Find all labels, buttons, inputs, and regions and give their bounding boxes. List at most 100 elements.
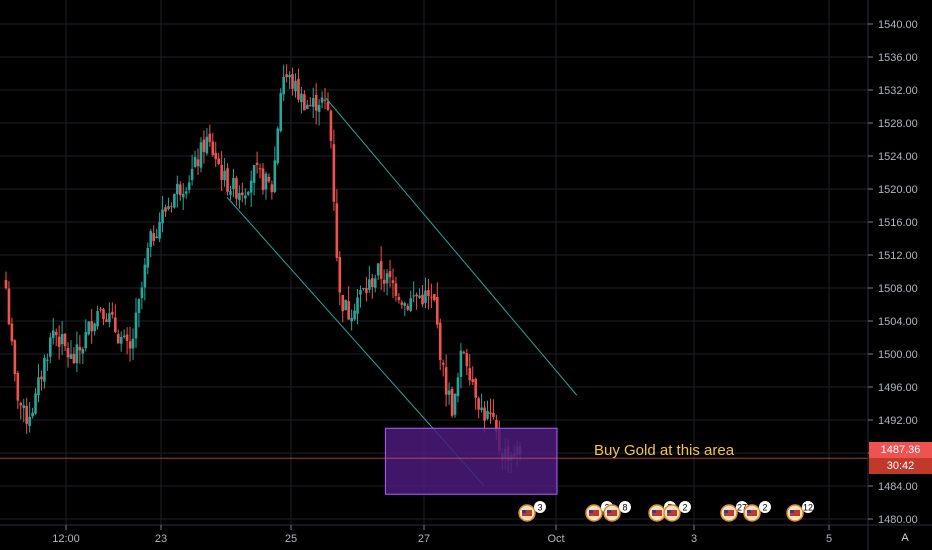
candle-body: [444, 367, 448, 395]
candle-body: [282, 76, 285, 95]
candle-body: [167, 206, 170, 210]
candle-body: [338, 256, 342, 293]
candle-body: [146, 247, 150, 268]
candle-body: [108, 313, 111, 323]
candle-body: [385, 273, 389, 284]
candle-body: [28, 416, 31, 426]
flag-stripe: [747, 510, 757, 516]
candle-body: [246, 192, 250, 195]
event-count-label: 2: [762, 503, 767, 513]
candle-body: [217, 158, 220, 164]
candle-body: [430, 296, 433, 298]
candle-body: [350, 317, 353, 322]
flag-canton: [522, 510, 526, 513]
candle-body: [90, 321, 93, 332]
candle-body: [128, 341, 132, 349]
candle-body: [412, 295, 415, 297]
candle-body: [415, 294, 418, 297]
candle-body: [34, 393, 37, 414]
candle-body: [308, 105, 312, 107]
candle-body: [72, 353, 76, 363]
event-count-label: 27: [737, 503, 747, 513]
candle-body: [131, 338, 135, 349]
candle-body: [335, 203, 339, 258]
flag-canton: [652, 510, 656, 513]
event-count-badge: [534, 501, 546, 513]
y-tick-label: 1540.00: [878, 19, 918, 31]
buy-zone[interactable]: [384, 427, 558, 495]
candle-body: [176, 183, 179, 195]
candle-body: [347, 301, 350, 320]
candle-body: [96, 311, 99, 327]
y-tick-label: 1504.00: [878, 316, 918, 328]
candle-body: [229, 191, 232, 195]
x-tick-label: 27: [418, 533, 430, 545]
y-tick-label: 1532.00: [878, 85, 918, 97]
candle-body: [170, 206, 173, 208]
candle-body: [16, 373, 20, 401]
candle-body: [403, 303, 407, 306]
y-tick-label: 1536.00: [878, 52, 918, 64]
candle-body: [69, 354, 73, 359]
candle-body: [255, 162, 259, 166]
event-count-badge: [802, 501, 814, 513]
candle-body: [84, 332, 88, 349]
candle-body: [193, 156, 197, 167]
candle-body: [25, 405, 28, 424]
candle-body: [125, 334, 129, 341]
event-count-label: 8: [622, 503, 627, 513]
flag-canton: [747, 510, 751, 513]
candle-body: [149, 231, 153, 247]
candle-body: [199, 142, 203, 168]
candle-body: [483, 407, 486, 421]
candle-body: [81, 349, 85, 354]
candle-body: [99, 309, 102, 311]
candle-body: [474, 378, 477, 398]
candle-body: [456, 377, 460, 397]
candle-body: [57, 336, 61, 347]
candle-body: [208, 133, 212, 142]
event-count-badge: [619, 501, 631, 513]
candle-body: [164, 207, 167, 212]
candle-body: [462, 352, 466, 354]
candle-body: [78, 346, 82, 351]
candle-body: [427, 290, 430, 296]
candle-body: [155, 236, 158, 239]
candle-body: [235, 178, 238, 199]
candle-body: [447, 390, 451, 395]
y-tick-label: 1528.00: [878, 118, 918, 130]
candle-body: [119, 337, 123, 344]
auto-scale-button[interactable]: A: [901, 532, 909, 544]
candle-body: [49, 337, 52, 357]
flag-canton: [724, 510, 728, 513]
candle-body: [264, 173, 268, 190]
candle-body: [116, 334, 120, 344]
candle-body: [220, 164, 223, 180]
y-tick-label: 1480.00: [878, 514, 918, 526]
candle-body: [75, 344, 79, 364]
candle-body: [122, 335, 126, 337]
candle-body: [270, 184, 274, 193]
candle-body: [382, 279, 386, 284]
candle-body: [468, 368, 472, 381]
x-tick-label: Oct: [547, 533, 564, 545]
economic-events: 3285227212: [518, 501, 814, 522]
candle-body: [37, 377, 40, 396]
candle-body: [181, 193, 185, 198]
candle-body: [388, 271, 392, 278]
candle-body: [190, 168, 194, 180]
flag-stripe: [607, 510, 617, 516]
candle-body: [137, 299, 141, 314]
candle-body: [10, 323, 14, 342]
candle-body: [223, 170, 226, 181]
flag-stripe: [522, 510, 532, 516]
candle-body: [489, 412, 492, 415]
candle-body: [370, 278, 374, 287]
candle-body: [22, 405, 26, 408]
candle-body: [87, 321, 91, 335]
candle-body: [187, 182, 191, 190]
flag-canton: [790, 510, 794, 513]
candle-body: [273, 160, 277, 192]
flag-stripe: [589, 510, 599, 516]
